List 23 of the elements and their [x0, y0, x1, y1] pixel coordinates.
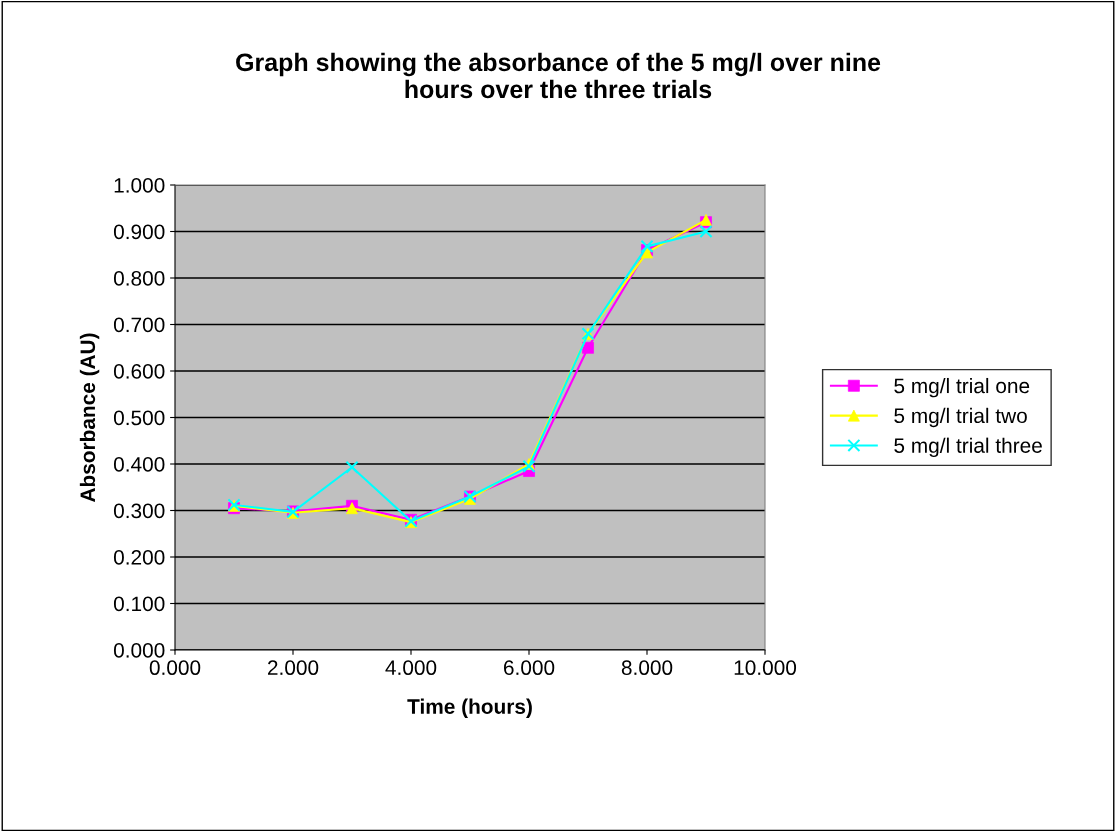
x-tick-label: 6.000	[503, 660, 555, 676]
legend-label: 5 mg/l trial two	[894, 407, 1027, 428]
x-axis-title: Time (hours)	[407, 698, 532, 719]
y-tick-label: 0.100	[113, 596, 165, 612]
x-tick-label: 8.000	[621, 660, 673, 676]
x-tick-label: 2.000	[267, 660, 319, 676]
x-tick-label: 4.000	[385, 660, 437, 676]
y-tick-label: 0.700	[113, 317, 165, 333]
chart-title: Graph showing the absorbance of the 5 mg/l over nine hours over the three trials	[236, 52, 881, 99]
legend-label: 5 mg/l trial three	[894, 437, 1042, 458]
y-axis-title: Absorbance (AU)	[79, 333, 100, 503]
y-tick-label: 0.600	[113, 364, 165, 379]
y-tick-label: 0.400	[113, 457, 165, 472]
y-tick-label: 0.800	[113, 271, 165, 286]
y-tick-label: 0.300	[113, 503, 165, 519]
y-tick-label: 0.900	[113, 224, 165, 240]
y-tick-label: 0.500	[113, 410, 165, 426]
y-tick-label: 1.000	[114, 178, 165, 193]
y-tick-label: 0.200	[113, 550, 165, 565]
y-tick-label: 0.000	[113, 643, 165, 658]
legend-label: 5 mg/l trial one	[894, 377, 1030, 398]
x-tick-label: 10.000	[734, 660, 797, 676]
x-tick-label: 0.000	[149, 660, 201, 676]
